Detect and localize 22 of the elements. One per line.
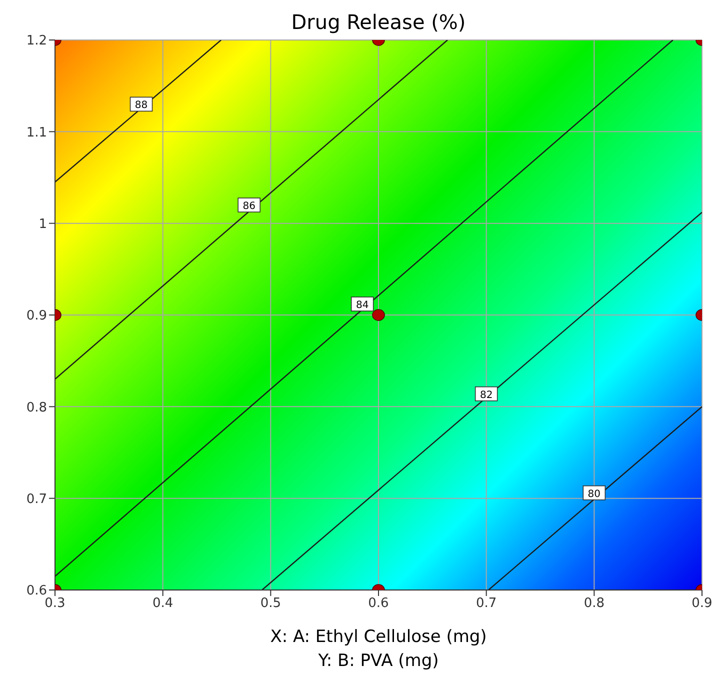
- annotation: 80: [588, 488, 601, 500]
- y-tick-label: 1.2: [26, 34, 47, 49]
- x-tick-label: 0.4: [152, 596, 174, 612]
- y-tick-label: 0.9: [26, 308, 47, 324]
- y-tick-label: 1.1: [26, 125, 47, 140]
- y-tick-label: 0.7: [26, 492, 47, 507]
- x-tick-label: 0.9: [692, 596, 712, 612]
- text: Y: B: PVA (mg): [317, 650, 440, 673]
- y-tick-label: 1: [38, 216, 47, 232]
- x-tick-label: 0.3: [44, 596, 66, 612]
- chart-title: Drug Release (%): [290, 9, 467, 36]
- x-tick-label: 0.7: [476, 596, 497, 612]
- x-tick-label: 0.6: [368, 596, 389, 612]
- x-tick-label: 0.8: [584, 596, 605, 612]
- annotation: 86: [242, 201, 256, 212]
- annotation: 82: [480, 390, 493, 401]
- annotation: 84: [356, 300, 369, 311]
- annotation: 88: [134, 100, 148, 112]
- y-tick-label: 0.8: [26, 400, 47, 416]
- y-tick-label: 0.6: [26, 584, 47, 599]
- x-axis-title: X: A: Ethyl Cellulose (mg): [269, 626, 488, 649]
- x-tick-label: 0.5: [260, 596, 282, 612]
